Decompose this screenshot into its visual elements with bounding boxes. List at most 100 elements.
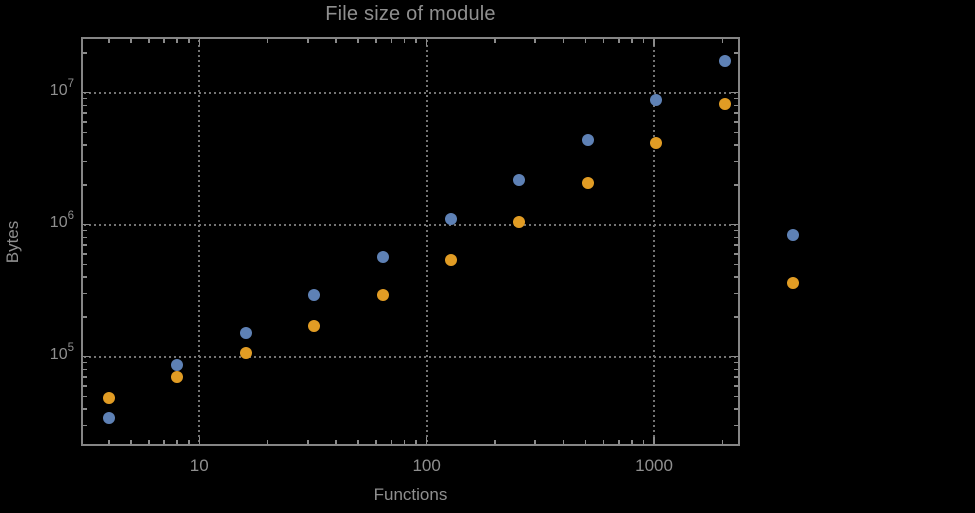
y-tick-label-10^6: 106	[49, 210, 74, 231]
x-tick	[415, 440, 417, 444]
y-tick	[734, 121, 738, 123]
x-tick	[534, 39, 536, 43]
data-point-series-2-orange-x1024	[650, 137, 663, 150]
plot-frame	[81, 37, 740, 446]
data-point-series-2-orange-x32	[308, 320, 321, 333]
y-tick	[83, 52, 87, 54]
x-tick	[266, 440, 269, 444]
x-tick	[307, 440, 309, 444]
y-tick	[734, 229, 738, 232]
x-tick	[415, 39, 417, 43]
gridline-y-10^6	[84, 223, 737, 226]
gridline-x-100	[425, 40, 428, 443]
x-tick	[148, 39, 150, 43]
x-tick	[176, 440, 178, 444]
y-tick	[83, 424, 87, 427]
data-point-series-2-orange-x8	[171, 371, 184, 384]
y-tick	[734, 361, 738, 364]
data-point-series-1-blue-x8	[171, 358, 184, 371]
y-tick	[83, 144, 87, 146]
x-tick	[357, 440, 359, 444]
y-tick	[83, 253, 87, 255]
y-tick	[83, 131, 87, 134]
x-tick	[425, 437, 428, 444]
y-tick	[734, 424, 738, 427]
x-tick-label-1000: 1000	[635, 456, 673, 475]
x-tick	[653, 39, 655, 46]
y-tick	[734, 236, 738, 239]
y-tick	[83, 112, 87, 114]
x-tick	[390, 39, 393, 43]
gridline-y-10^5	[84, 355, 737, 358]
x-axis-label: Functions	[373, 485, 448, 504]
x-tick	[562, 39, 565, 43]
x-tick-label-100: 100	[412, 456, 441, 475]
y-tick	[734, 112, 738, 114]
x-tick	[163, 440, 165, 444]
y-tick	[83, 408, 87, 410]
data-point-series-2-orange-x2048	[718, 97, 731, 110]
data-point-series-2-orange-x128	[445, 254, 458, 267]
x-tick	[721, 440, 724, 444]
x-tick	[108, 440, 110, 444]
y-tick	[83, 316, 87, 318]
x-tick	[721, 39, 724, 43]
x-tick	[148, 440, 150, 444]
y-tick	[734, 376, 738, 378]
y-tick	[83, 160, 87, 163]
y-tick	[83, 376, 87, 378]
y-tick	[734, 395, 738, 398]
x-tick	[375, 39, 377, 43]
y-tick	[734, 160, 738, 163]
data-point-series-1-blue-x16	[239, 326, 252, 339]
gridline-x-10	[198, 40, 201, 443]
x-tick	[130, 39, 132, 43]
y-tick	[734, 316, 738, 318]
y-tick	[83, 229, 87, 232]
x-tick	[494, 440, 496, 444]
data-point-series-1-blue-x2048	[718, 55, 731, 68]
y-tick	[83, 244, 87, 246]
y-tick	[734, 292, 738, 295]
x-tick	[642, 39, 645, 43]
data-point-series-2-orange-x512	[581, 177, 594, 190]
y-tick	[734, 253, 738, 255]
x-tick	[602, 440, 605, 444]
data-point-series-2-orange-x256	[513, 215, 526, 228]
data-point-series-2-orange-x4096	[787, 277, 800, 290]
gridline-y-10^7	[84, 91, 737, 94]
y-tick	[734, 104, 738, 107]
y-tick	[83, 395, 87, 398]
x-tick	[584, 440, 587, 444]
y-tick-label-10^7: 107	[49, 78, 74, 99]
data-point-series-1-blue-x256	[513, 173, 526, 186]
x-tick	[307, 39, 309, 43]
y-axis-label: Bytes	[3, 220, 22, 264]
y-tick	[83, 263, 87, 266]
data-point-series-1-blue-x32	[308, 288, 321, 301]
x-tick	[335, 39, 337, 43]
x-tick	[653, 437, 655, 444]
x-tick	[390, 440, 393, 444]
y-tick	[734, 263, 738, 266]
y-tick	[83, 223, 90, 226]
x-tick	[198, 437, 200, 444]
x-tick	[562, 440, 565, 444]
x-tick	[375, 440, 377, 444]
x-tick	[266, 39, 269, 43]
y-tick	[734, 144, 738, 146]
x-tick	[188, 440, 190, 444]
y-tick-label-10^5: 105	[49, 342, 74, 363]
x-tick	[618, 39, 620, 43]
x-tick	[188, 39, 190, 43]
x-tick	[176, 39, 178, 43]
y-tick	[83, 355, 90, 358]
data-point-series-2-orange-x4	[102, 391, 115, 404]
data-point-series-1-blue-x128	[445, 213, 458, 226]
y-tick	[731, 355, 738, 358]
x-tick	[108, 39, 110, 43]
x-tick	[198, 39, 200, 46]
x-tick	[584, 39, 587, 43]
y-tick	[734, 385, 738, 387]
